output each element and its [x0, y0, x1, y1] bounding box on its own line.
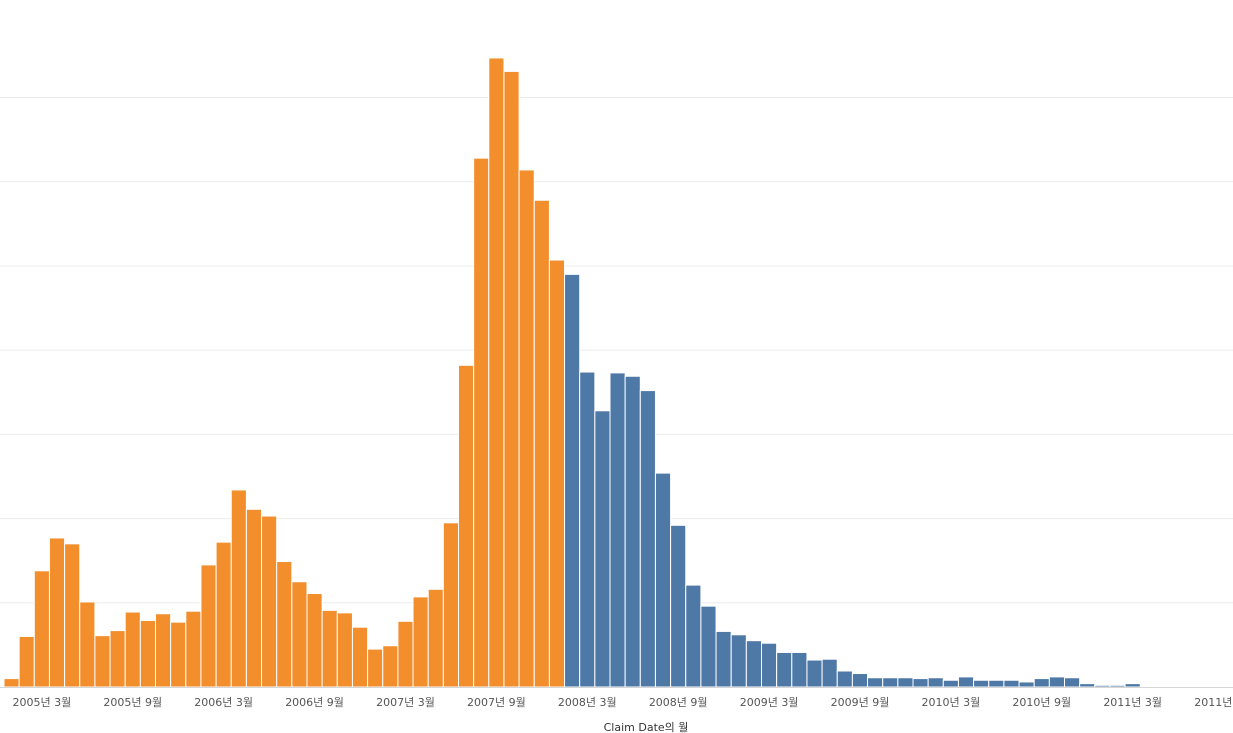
bar-2007-04[interactable]: [412, 596, 429, 688]
bar-2009-06[interactable]: [806, 659, 823, 688]
bar-2005-12[interactable]: [170, 621, 187, 688]
bar-2005-07[interactable]: [94, 635, 111, 688]
tick-label-2011-09: 2011년 9월: [1194, 696, 1233, 709]
bar-2008-03[interactable]: [579, 371, 596, 688]
bar-2010-11[interactable]: [1064, 677, 1081, 688]
bar-2009-09[interactable]: [851, 673, 869, 688]
tick-label-2010-09: 2010년 9월: [1012, 696, 1071, 709]
bar-2007-03[interactable]: [397, 620, 414, 688]
bar-2005-02[interactable]: [18, 635, 35, 688]
bar-2011-08[interactable]: [1200, 685, 1217, 688]
bar-2009-07[interactable]: [821, 658, 838, 688]
tick-label-2007-03: 2007년 3월: [376, 696, 435, 709]
bar-2007-10[interactable]: [503, 70, 520, 688]
bar-2011-01[interactable]: [1094, 684, 1111, 688]
bar-2005-11[interactable]: [155, 613, 172, 688]
bar-2008-05[interactable]: [609, 372, 626, 688]
bar-2007-07[interactable]: [458, 364, 475, 688]
tick-label-2008-09: 2008년 9월: [649, 696, 708, 709]
bar-2010-01[interactable]: [912, 678, 929, 688]
tick-label-2009-09: 2009년 9월: [831, 696, 890, 709]
bar-2006-08[interactable]: [291, 581, 308, 688]
bar-2008-07[interactable]: [639, 390, 656, 688]
bar-2008-10[interactable]: [685, 584, 702, 688]
bar-2010-02[interactable]: [927, 677, 944, 688]
bar-2010-04[interactable]: [957, 676, 975, 688]
bar-2006-05[interactable]: [245, 508, 263, 688]
bar-2006-12[interactable]: [351, 626, 369, 688]
bar-2009-05[interactable]: [791, 651, 808, 688]
bar-2006-06[interactable]: [261, 515, 278, 688]
bar-2006-07[interactable]: [276, 561, 293, 688]
bar-2005-10[interactable]: [139, 619, 157, 688]
bar-2009-02[interactable]: [745, 640, 762, 688]
bar-2009-11[interactable]: [882, 677, 899, 688]
bar-2007-11[interactable]: [518, 169, 535, 688]
bar-2006-03[interactable]: [215, 541, 232, 688]
tick-label-2011-03: 2011년 3월: [1103, 696, 1162, 709]
bar-2008-04[interactable]: [594, 410, 611, 688]
bar-2005-06[interactable]: [79, 601, 96, 688]
bar-2009-01[interactable]: [730, 634, 747, 688]
bar-2007-01[interactable]: [367, 648, 384, 688]
bar-2005-08[interactable]: [109, 630, 126, 688]
bar-2011-03[interactable]: [1124, 683, 1141, 688]
tick-label-2008-03: 2008년 3월: [558, 696, 617, 709]
bar-2005-03[interactable]: [33, 570, 50, 688]
bar-2010-06[interactable]: [988, 679, 1005, 688]
bar-2007-09[interactable]: [488, 57, 505, 688]
tick-label-2009-03: 2009년 3월: [740, 696, 799, 709]
tick-label-2005-03: 2005년 3월: [13, 696, 72, 709]
bars: [3, 57, 1233, 688]
bar-2005-04[interactable]: [48, 537, 66, 688]
bar-2007-05[interactable]: [427, 588, 444, 688]
bar-2010-12[interactable]: [1079, 683, 1096, 688]
bar-2008-02[interactable]: [564, 273, 581, 688]
bar-2008-01[interactable]: [548, 259, 566, 688]
bar-2005-05[interactable]: [64, 543, 81, 688]
bar-2009-08[interactable]: [836, 670, 853, 688]
bar-2006-01[interactable]: [185, 610, 202, 688]
tick-label-2006-09: 2006년 9월: [285, 696, 344, 709]
bar-2011-07[interactable]: [1185, 685, 1202, 688]
x-axis-title: Claim Date의 월: [604, 721, 689, 733]
bar-2007-06[interactable]: [442, 522, 460, 688]
bar-2011-02[interactable]: [1109, 684, 1126, 688]
bar-2007-12[interactable]: [533, 199, 550, 688]
bar-2006-11[interactable]: [336, 612, 353, 688]
bar-2010-08[interactable]: [1018, 681, 1035, 688]
bar-2010-09[interactable]: [1033, 678, 1050, 688]
bar-2008-11[interactable]: [700, 605, 717, 688]
bar-2006-02[interactable]: [200, 564, 217, 688]
tick-label-2006-03: 2006년 3월: [194, 696, 253, 709]
bar-2007-02[interactable]: [382, 645, 399, 688]
bar-2010-03[interactable]: [942, 679, 959, 688]
bar-2009-04[interactable]: [776, 651, 793, 688]
bar-2009-03[interactable]: [761, 642, 778, 688]
tick-label-2010-03: 2010년 3월: [922, 696, 981, 709]
bar-2010-07[interactable]: [1003, 679, 1020, 688]
bar-2009-10[interactable]: [867, 677, 884, 688]
bar-2005-01[interactable]: [3, 678, 20, 688]
x-axis-tick-labels: 2005년 3월 2005년 9월 2006년 3월 2006년 9월 2007년 3월…: [13, 696, 1233, 709]
bar-2010-05[interactable]: [973, 679, 990, 688]
bar-2007-08[interactable]: [473, 157, 490, 688]
bar-2006-04[interactable]: [230, 489, 247, 688]
bar-2011-10[interactable]: [1230, 685, 1233, 688]
bar-2009-12[interactable]: [897, 677, 914, 688]
bar-2008-08[interactable]: [654, 472, 672, 688]
bar-2008-06[interactable]: [624, 375, 641, 688]
bar-2008-12[interactable]: [715, 630, 732, 688]
bar-2010-10[interactable]: [1048, 676, 1065, 688]
bar-2006-09[interactable]: [306, 593, 323, 688]
bar-2005-09[interactable]: [124, 611, 141, 688]
bar-2008-09[interactable]: [670, 524, 687, 688]
tick-label-2007-09: 2007년 9월: [467, 696, 526, 709]
bar-2006-10[interactable]: [321, 609, 338, 688]
tick-label-2005-09: 2005년 9월: [103, 696, 162, 709]
